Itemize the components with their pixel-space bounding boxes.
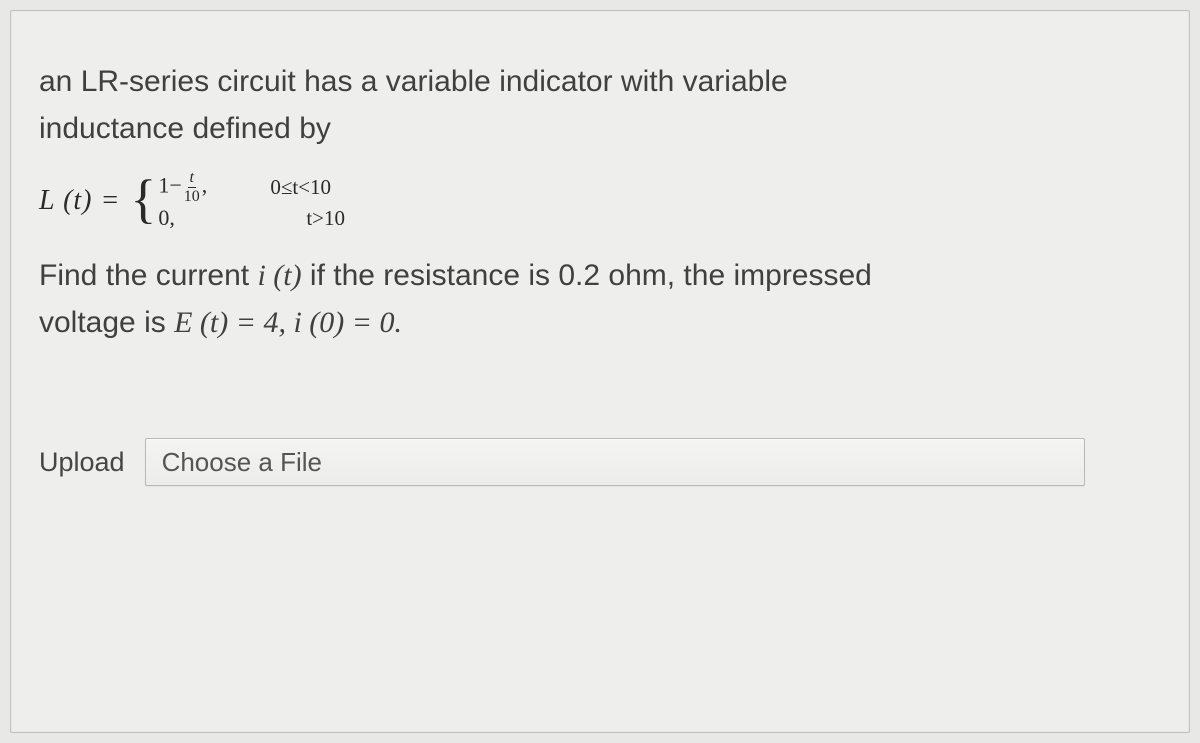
equation-lhs: L (t) = <box>39 185 120 217</box>
equation-cases: 1−t10, 0≤t<10 0, t>10 <box>158 170 345 231</box>
fraction-t-over-10: t10 <box>184 170 200 205</box>
fraction-numerator: t <box>188 170 196 188</box>
intro-line-2: inductance defined by <box>39 106 1161 153</box>
intro-line-1: an LR-series circuit has a variable indi… <box>39 59 1161 106</box>
prompt-text-2: if the resistance is 0.2 ohm, the impres… <box>302 259 872 292</box>
piecewise-equation: L (t) = { 1−t10, 0≤t<10 0, t>10 <box>39 170 1161 231</box>
left-brace: { <box>130 172 156 226</box>
prompt-text-3: voltage is <box>39 306 174 339</box>
case-1-piece: 1−t10, <box>158 170 246 205</box>
choose-file-text: Choose a File <box>162 447 322 478</box>
case-1-suffix: , <box>202 173 208 198</box>
case-2-piece: 0, <box>158 205 246 231</box>
case-1-prefix: 1− <box>158 173 181 198</box>
choose-file-button[interactable]: Choose a File <box>145 438 1085 486</box>
prompt-math-1: i (t) <box>257 259 301 292</box>
prompt-text-1: Find the current <box>39 259 257 292</box>
prompt-line-2: voltage is E (t) = 4, i (0) = 0. <box>39 300 1161 347</box>
prompt-line-1: Find the current i (t) if the resistance… <box>39 253 1161 300</box>
case-1-condition: 0≤t<10 <box>270 175 331 200</box>
prompt-math-2: E (t) = 4, i (0) = 0. <box>174 306 402 339</box>
case-1: 1−t10, 0≤t<10 <box>158 170 345 205</box>
question-panel: an LR-series circuit has a variable indi… <box>10 10 1190 733</box>
upload-label: Upload <box>39 447 125 478</box>
case-2: 0, t>10 <box>158 205 345 231</box>
fraction-denominator: 10 <box>184 188 200 205</box>
upload-row: Upload Choose a File <box>39 438 1161 486</box>
case-2-condition: t>10 <box>306 206 345 231</box>
